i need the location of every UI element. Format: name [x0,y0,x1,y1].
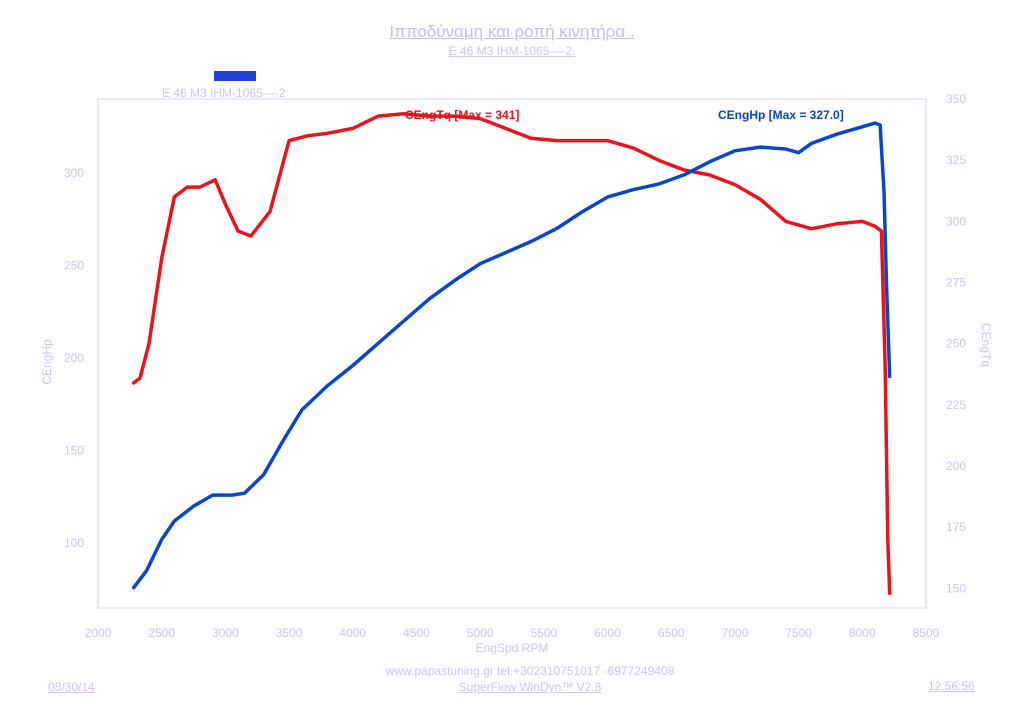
chart-subtitle: E 46 M3 IHM-1065----2. [448,44,576,58]
x-axis-label: EngSpd RPM [476,641,549,655]
footer-software: SuperFlow WinDyn™ V2.8 [458,680,602,694]
x-tick-label: 6000 [594,626,621,640]
x-tick-label: 4000 [339,626,366,640]
y-right-tick-label: 325 [946,153,966,167]
x-tick-label: 5500 [530,626,557,640]
y-right-tick-label: 275 [946,276,966,290]
x-tick-label: 5000 [467,626,494,640]
y-left-tick-label: 300 [64,166,84,180]
series-line-torque [131,111,892,596]
y-right-tick-label: 250 [946,337,966,351]
legend-swatch [214,71,256,81]
plot-frame [97,98,927,609]
series-label-horsepower: CEngHp [Max = 327.0] [718,108,844,122]
x-tick-label: 6500 [658,626,685,640]
chart-title: Ιπποδύναμη και ροπή κινητήρα . [389,22,635,41]
y-left-tick-label: 100 [64,536,84,550]
x-tick-label: 2500 [148,626,175,640]
x-tick-label: 8000 [849,626,876,640]
legend-label: E 46 M3 IHM-1065----2 [162,86,286,100]
y-right-tick-label: 175 [946,520,966,534]
y-right-tick-label: 350 [946,92,966,106]
series-label-torque: CEngTq [Max = 341] [405,108,519,122]
footer-date: 08/30/14 [48,680,95,694]
x-tick-label: 4500 [403,626,430,640]
y-right-tick-label: 225 [946,398,966,412]
x-tick-label: 7500 [785,626,812,640]
y-left-tick-label: 200 [64,351,84,365]
footer-time: 12:56:56 [928,679,975,693]
footer-contact: www.papastuning.gr tel.+302310751017 -69… [385,664,675,678]
x-tick-label: 3000 [212,626,239,640]
x-tick-label: 8500 [913,626,940,640]
y-left-tick-label: 250 [64,259,84,273]
y-right-tick-label: 300 [946,214,966,228]
x-tick-label: 2000 [85,626,112,640]
y-axis-right-label: CEngTq [979,323,993,367]
y-axis-left-label: CEngHp [40,339,54,385]
x-tick-label: 3500 [276,626,303,640]
y-right-tick-label: 150 [946,581,966,595]
series-line-horsepower [131,121,892,590]
y-right-tick-label: 200 [946,459,966,473]
y-left-tick-label: 150 [64,444,84,458]
x-tick-label: 7000 [722,626,749,640]
